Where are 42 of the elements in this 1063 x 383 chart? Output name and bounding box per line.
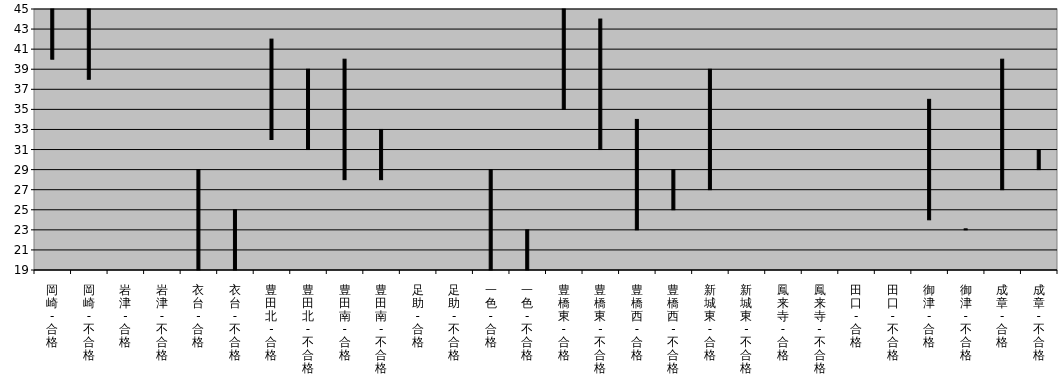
x-tick-label: 田口-不合格 xyxy=(885,283,899,362)
x-tick-label: 鳳来寺-合格 xyxy=(775,283,789,362)
x-tick-label: 豊橋東-不合格 xyxy=(593,283,607,375)
y-tick-label: 35 xyxy=(13,102,29,117)
x-tick-label: 岩津-合格 xyxy=(118,283,132,349)
x-tick-label: 新城東-不合格 xyxy=(739,283,753,375)
x-tick-label: 岩津-不合格 xyxy=(154,283,168,362)
x-tick-label: 鳳来寺-不合格 xyxy=(812,283,826,375)
x-tick-label: 岡崎-合格 xyxy=(45,283,59,349)
x-tick-label: 成章-合格 xyxy=(995,283,1009,349)
y-tick-label: 25 xyxy=(13,202,29,217)
x-tick-label: 衣台-不合格 xyxy=(227,283,241,362)
x-tick-label: 田口-合格 xyxy=(849,283,863,349)
x-tick-label: 新城東-合格 xyxy=(702,283,716,362)
x-tick-label: 成章-不合格 xyxy=(1031,283,1045,362)
y-tick-label: 19 xyxy=(13,263,29,277)
y-tick-label: 45 xyxy=(13,2,29,16)
x-tick-label: 豊田南-不合格 xyxy=(374,283,388,375)
x-tick-label: 足助-合格 xyxy=(410,283,424,349)
y-tick-label: 37 xyxy=(13,82,29,97)
x-tick-label: 豊橋東-合格 xyxy=(556,283,570,362)
y-tick-label: 33 xyxy=(13,122,29,137)
y-tick-label: 21 xyxy=(13,242,29,257)
x-tick-label: 御津-不合格 xyxy=(958,283,972,362)
x-tick-label: 衣台-合格 xyxy=(191,283,205,349)
y-tick-label: 43 xyxy=(13,22,29,37)
y-tick-label: 29 xyxy=(13,162,29,177)
x-tick-label: 御津-合格 xyxy=(922,283,936,349)
y-tick-label: 41 xyxy=(13,42,29,57)
y-tick-label: 27 xyxy=(13,182,29,197)
x-tick-label: 豊田北-不合格 xyxy=(301,283,315,375)
y-tick-label: 31 xyxy=(13,142,29,157)
x-tick-label: 豊田南-合格 xyxy=(337,283,351,362)
x-tick-label: 豊橋西-不合格 xyxy=(666,283,680,375)
x-tick-label: 足助-不合格 xyxy=(447,283,461,362)
x-tick-label: 豊橋西-合格 xyxy=(629,283,643,362)
y-tick-label: 39 xyxy=(13,62,29,77)
x-tick-label: 一色-合格 xyxy=(483,283,497,349)
x-tick-label: 岡崎-不合格 xyxy=(81,283,95,362)
x-tick-label: 一色-不合格 xyxy=(520,283,534,362)
x-tick-label: 豊田北-合格 xyxy=(264,283,278,362)
y-tick-label: 23 xyxy=(13,222,29,237)
